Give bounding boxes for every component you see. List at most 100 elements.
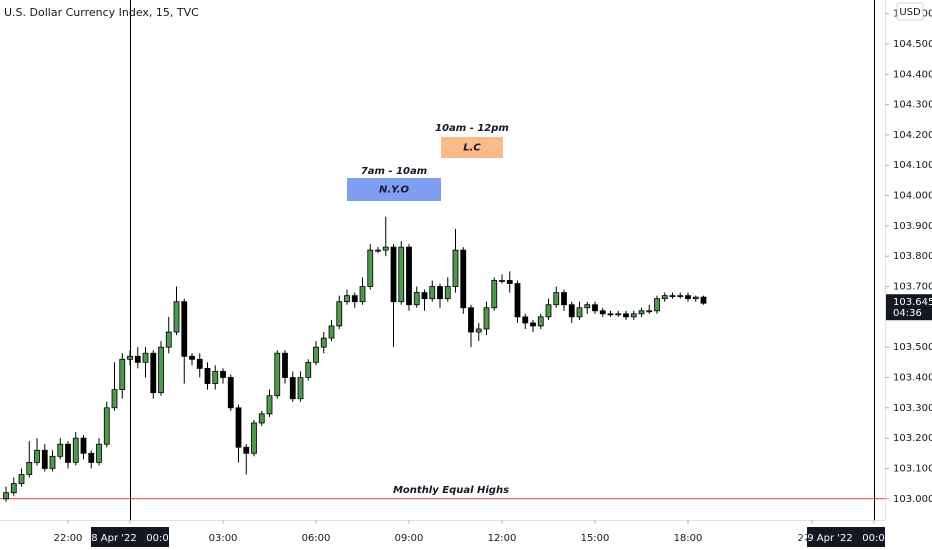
candle [460,247,467,314]
candle-body [685,295,691,300]
candle [669,292,676,299]
nyo-box [347,178,441,201]
candle [568,301,575,323]
candle [243,444,250,475]
candle-body [530,322,536,327]
candle-body [266,395,273,415]
candle [561,289,567,311]
candle-body [367,249,374,287]
candle [398,241,405,305]
y-tick-label: 104.200 [893,130,932,141]
candle [289,371,296,402]
candle [72,432,79,466]
candle [638,307,645,317]
candle [297,371,304,402]
candle [545,298,552,320]
candle-body [274,352,281,397]
candle [235,404,242,463]
currency: USD [899,7,921,18]
candle-body [235,407,242,448]
candle [65,441,71,469]
candle-body [654,298,660,312]
candle [313,341,319,366]
candle-body [584,304,591,309]
last-price-tag [886,294,932,321]
candle-body [282,352,288,378]
candle-body [111,389,118,409]
candle [599,307,606,317]
candle-body [437,286,443,300]
x-tick-label: 22:00 [54,533,83,544]
candle [258,410,265,427]
candle [499,274,505,284]
candle-body [251,422,257,454]
currency-badge [896,2,924,21]
candle-body [289,377,296,400]
candle-body [669,295,676,298]
candle-body [514,283,521,318]
candle-body [189,355,195,360]
candle-body [576,307,583,318]
candle [10,477,17,496]
candle-body [88,452,95,463]
y-tick-label: 103.700 [893,282,932,293]
candle [119,353,126,399]
candle-body [305,361,312,378]
last-price: 103.645 [893,297,932,308]
candle-body [677,295,684,298]
candle [34,438,40,466]
candle-body [568,304,575,318]
x-tick-label: 28 Apr '22 00:00 [85,533,175,544]
candle [475,322,482,342]
candle [630,310,637,320]
candle [646,304,653,314]
lc-box [441,137,503,158]
y-tick-label: 104.500 [893,39,932,50]
candle-body [460,249,467,309]
candle [623,310,629,320]
candle [576,301,583,320]
candle [266,389,273,417]
candle [413,286,420,308]
candle [3,486,9,502]
candle-body [96,443,102,463]
candle-body [607,313,614,316]
candle-body [26,461,33,475]
candle-body [444,286,451,300]
candle-body [158,346,164,394]
candle [196,353,203,378]
x-tick-label: 29 Apr '22 00:00 [801,533,891,544]
x-date-badge [807,527,885,547]
candle-body [134,355,141,363]
candle [468,304,474,348]
candle [158,341,164,396]
candle-body [406,246,412,306]
candle-body [561,292,567,306]
candle-body [344,295,350,303]
candle [320,332,327,354]
x-tick-label: 12:00 [488,533,517,544]
candle-body [615,313,622,316]
candle-body [375,249,381,252]
candle [18,468,25,487]
candle-body [227,377,234,409]
annotations: N.Y.O 7am - 10am L.C 10am - 12pm [347,123,509,201]
candle [444,277,451,302]
candle [452,228,459,293]
x-tick-label: 06:00 [302,533,331,544]
candle-body [65,443,71,463]
candle [165,316,172,354]
candle [181,298,188,384]
candle-body [320,337,327,348]
candle-body [700,296,707,304]
y-tick-label: 103.900 [893,221,932,232]
lc-label: L.C [463,143,481,154]
candle [483,301,490,336]
candle [677,292,684,299]
candle [344,289,350,305]
candle [111,362,118,411]
candle [351,292,358,308]
candle [429,280,436,302]
candle-body [398,246,405,303]
candle-body [646,310,653,313]
